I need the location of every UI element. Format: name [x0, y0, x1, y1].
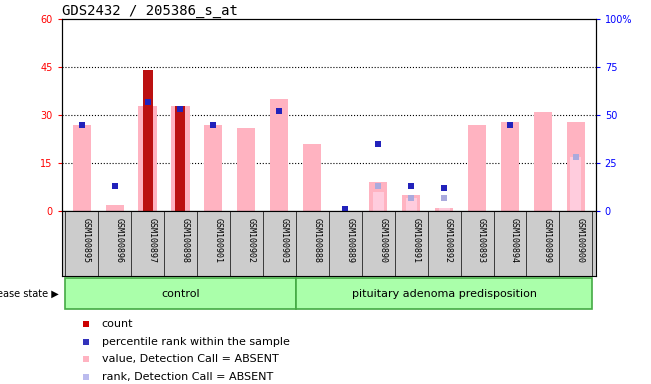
- Bar: [373, 192, 383, 211]
- Text: GSM100902: GSM100902: [246, 218, 255, 263]
- Text: GSM100897: GSM100897: [148, 218, 156, 263]
- Text: GSM100894: GSM100894: [510, 218, 519, 263]
- Text: GSM100898: GSM100898: [180, 218, 189, 263]
- Text: GSM100901: GSM100901: [214, 218, 223, 263]
- Text: GSM100899: GSM100899: [543, 218, 552, 263]
- FancyBboxPatch shape: [296, 278, 592, 310]
- Text: GSM100891: GSM100891: [411, 218, 420, 263]
- Bar: [139, 106, 157, 211]
- Bar: [105, 205, 124, 211]
- Bar: [501, 122, 519, 211]
- Bar: [439, 208, 450, 211]
- FancyBboxPatch shape: [65, 278, 296, 310]
- Text: percentile rank within the sample: percentile rank within the sample: [102, 337, 290, 347]
- Text: GSM100890: GSM100890: [378, 218, 387, 263]
- Text: GSM100896: GSM100896: [115, 218, 124, 263]
- Text: GSM100888: GSM100888: [312, 218, 322, 263]
- Bar: [143, 70, 152, 211]
- Bar: [402, 195, 420, 211]
- Bar: [570, 157, 581, 211]
- Text: GDS2432 / 205386_s_at: GDS2432 / 205386_s_at: [62, 4, 238, 18]
- Bar: [435, 208, 453, 211]
- Text: value, Detection Call = ABSENT: value, Detection Call = ABSENT: [102, 354, 279, 364]
- Text: GSM100900: GSM100900: [576, 218, 585, 263]
- Bar: [406, 199, 417, 211]
- Text: rank, Detection Call = ABSENT: rank, Detection Call = ABSENT: [102, 372, 273, 382]
- Bar: [204, 125, 223, 211]
- Bar: [303, 144, 322, 211]
- Bar: [238, 128, 255, 211]
- Text: GSM100893: GSM100893: [477, 218, 486, 263]
- Bar: [176, 106, 186, 211]
- Text: GSM100889: GSM100889: [345, 218, 354, 263]
- Text: pituitary adenoma predisposition: pituitary adenoma predisposition: [352, 289, 536, 299]
- Bar: [468, 125, 486, 211]
- Text: GSM100903: GSM100903: [279, 218, 288, 263]
- Text: count: count: [102, 319, 133, 329]
- Bar: [171, 106, 189, 211]
- Bar: [270, 99, 288, 211]
- Text: control: control: [161, 289, 200, 299]
- Bar: [567, 122, 585, 211]
- Bar: [534, 112, 552, 211]
- Bar: [72, 125, 90, 211]
- Text: disease state ▶: disease state ▶: [0, 289, 59, 299]
- Bar: [369, 182, 387, 211]
- Text: GSM100892: GSM100892: [444, 218, 453, 263]
- Text: GSM100895: GSM100895: [81, 218, 90, 263]
